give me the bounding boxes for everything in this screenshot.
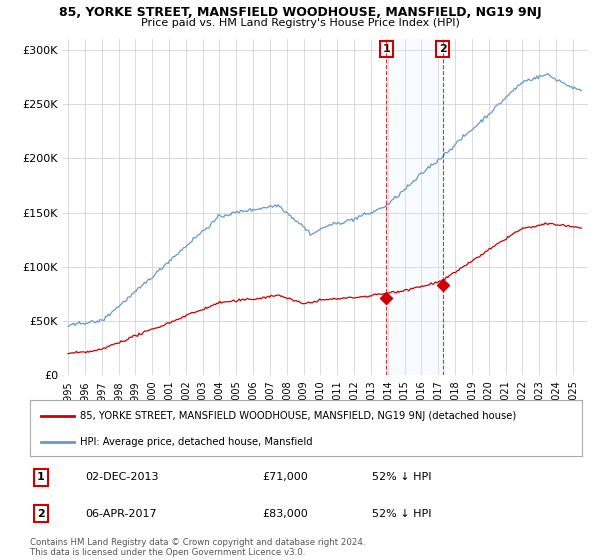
- Text: 06-APR-2017: 06-APR-2017: [85, 509, 157, 519]
- Text: 85, YORKE STREET, MANSFIELD WOODHOUSE, MANSFIELD, NG19 9NJ: 85, YORKE STREET, MANSFIELD WOODHOUSE, M…: [59, 6, 541, 18]
- Text: 2: 2: [37, 509, 45, 519]
- Text: £83,000: £83,000: [262, 509, 308, 519]
- Text: £71,000: £71,000: [262, 473, 308, 482]
- Text: 85, YORKE STREET, MANSFIELD WOODHOUSE, MANSFIELD, NG19 9NJ (detached house): 85, YORKE STREET, MANSFIELD WOODHOUSE, M…: [80, 411, 516, 421]
- Bar: [386, 39, 443, 375]
- Text: HPI: Average price, detached house, Mansfield: HPI: Average price, detached house, Mans…: [80, 437, 313, 447]
- Text: 1: 1: [37, 473, 45, 482]
- Text: 52% ↓ HPI: 52% ↓ HPI: [372, 509, 432, 519]
- Text: 2: 2: [439, 44, 446, 54]
- Text: 1: 1: [383, 44, 390, 54]
- Text: 02-DEC-2013: 02-DEC-2013: [85, 473, 158, 482]
- Text: 52% ↓ HPI: 52% ↓ HPI: [372, 473, 432, 482]
- Text: Price paid vs. HM Land Registry's House Price Index (HPI): Price paid vs. HM Land Registry's House …: [140, 18, 460, 29]
- Text: Contains HM Land Registry data © Crown copyright and database right 2024.
This d: Contains HM Land Registry data © Crown c…: [30, 538, 365, 557]
